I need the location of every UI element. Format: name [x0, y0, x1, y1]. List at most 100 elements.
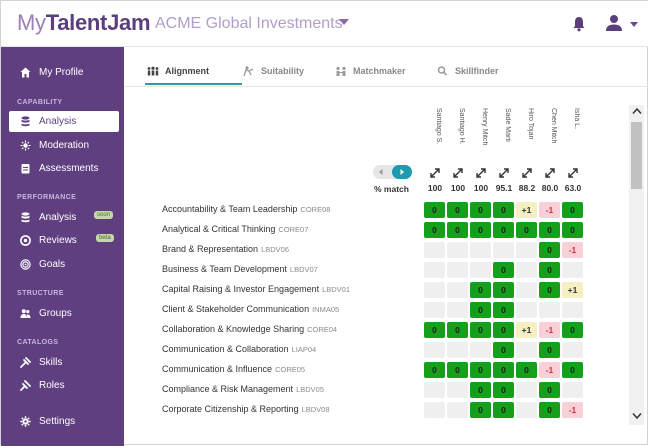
column-name[interactable]: Henry Mitch [481, 108, 488, 146]
sidebar-item-reviews[interactable]: Reviews beta [9, 230, 119, 251]
matrix-cell[interactable] [516, 382, 537, 398]
matrix-cell[interactable] [447, 302, 468, 318]
matrix-cell[interactable] [562, 342, 583, 358]
matrix-cell[interactable] [447, 262, 468, 278]
matrix-cell[interactable] [470, 262, 491, 278]
matrix-cell[interactable]: 0 [539, 222, 560, 238]
matrix-cell[interactable] [493, 242, 514, 258]
scroll-up-icon[interactable] [632, 107, 642, 115]
matrix-cell[interactable]: 0 [539, 262, 560, 278]
sidebar-item-goals[interactable]: Goals [9, 254, 119, 275]
matrix-cell[interactable]: +1 [562, 282, 583, 298]
sidebar-item-analysis[interactable]: Analysis [9, 111, 119, 132]
matrix-cell[interactable] [424, 302, 445, 318]
matrix-cell[interactable]: 0 [470, 222, 491, 238]
matrix-cell[interactable]: -1 [539, 322, 560, 338]
sidebar-item-groups[interactable]: Groups [9, 303, 119, 324]
sidebar-item-skills[interactable]: Skills [9, 352, 119, 373]
chevron-right-button[interactable] [392, 165, 412, 179]
matrix-cell[interactable]: -1 [539, 362, 560, 378]
matrix-cell[interactable]: 0 [447, 222, 468, 238]
expand-icon[interactable] [476, 168, 486, 178]
chevron-down-icon[interactable] [339, 19, 349, 25]
matrix-cell[interactable] [562, 302, 583, 318]
matrix-cell[interactable]: 0 [493, 402, 514, 418]
expand-icon[interactable] [430, 168, 440, 178]
matrix-cell[interactable]: 0 [539, 402, 560, 418]
expand-icon[interactable] [522, 168, 532, 178]
skill-row-label[interactable]: Communication & Collaboration LIAP04 [162, 344, 417, 354]
matrix-cell[interactable] [447, 402, 468, 418]
bell-icon[interactable] [572, 16, 586, 32]
matrix-cell[interactable] [470, 342, 491, 358]
matrix-cell[interactable] [516, 262, 537, 278]
matrix-cell[interactable] [424, 382, 445, 398]
expand-icon[interactable] [499, 168, 509, 178]
skill-row-label[interactable]: Communication & Influence CORE05 [162, 364, 417, 374]
expand-icon[interactable] [568, 168, 578, 178]
matrix-cell[interactable] [424, 402, 445, 418]
matrix-cell[interactable]: +1 [516, 322, 537, 338]
expand-icon[interactable] [545, 168, 555, 178]
matrix-cell[interactable]: 0 [447, 362, 468, 378]
matrix-cell[interactable]: 0 [493, 262, 514, 278]
skill-row-label[interactable]: Corporate Citizenship & Reporting LBDV08 [162, 404, 417, 414]
sidebar-item-roles[interactable]: Roles [9, 375, 119, 396]
chevron-left-icon[interactable] [377, 168, 385, 176]
matrix-cell[interactable]: 0 [424, 222, 445, 238]
matrix-cell[interactable]: 0 [493, 282, 514, 298]
matrix-cell[interactable]: 0 [539, 282, 560, 298]
sidebar-item-performance-analysis[interactable]: Analysis soon [9, 207, 119, 228]
matrix-cell[interactable]: 0 [539, 382, 560, 398]
matrix-cell[interactable]: -1 [562, 242, 583, 258]
matrix-cell[interactable] [516, 302, 537, 318]
matrix-cell[interactable]: 0 [562, 202, 583, 218]
column-name[interactable]: Sade Marti [504, 108, 511, 142]
matrix-cell[interactable]: 0 [424, 202, 445, 218]
matrix-cell[interactable]: 0 [562, 222, 583, 238]
matrix-cell[interactable]: 0 [493, 342, 514, 358]
matrix-cell[interactable]: 0 [470, 322, 491, 338]
sidebar-item-moderation[interactable]: Moderation [9, 135, 119, 156]
matrix-cell[interactable]: +1 [516, 202, 537, 218]
matrix-cell[interactable]: 0 [539, 242, 560, 258]
skill-row-label[interactable]: Capital Raising & Investor Engagement LBD… [162, 284, 417, 294]
matrix-cell[interactable]: 0 [516, 362, 537, 378]
matrix-cell[interactable]: 0 [539, 342, 560, 358]
column-name[interactable]: Santiago H. [458, 108, 465, 145]
matrix-cell[interactable] [424, 342, 445, 358]
matrix-cell[interactable]: -1 [562, 402, 583, 418]
matrix-cell[interactable]: 0 [424, 362, 445, 378]
expand-icon[interactable] [453, 168, 463, 178]
skill-row-label[interactable]: Collaboration & Knowledge Sharing CORE04 [162, 324, 417, 334]
matrix-cell[interactable]: 0 [470, 382, 491, 398]
matrix-cell[interactable]: 0 [562, 322, 583, 338]
matrix-cell[interactable]: 0 [493, 362, 514, 378]
scrollbar-thumb[interactable] [631, 122, 642, 189]
matrix-cell[interactable]: 0 [493, 382, 514, 398]
org-selector[interactable]: ACME Global Investments [155, 15, 343, 32]
matrix-cell[interactable] [424, 262, 445, 278]
matrix-cell[interactable] [447, 282, 468, 298]
matrix-cell[interactable]: 0 [470, 282, 491, 298]
skill-row-label[interactable]: Analytical & Critical Thinking CORE07 [162, 224, 417, 234]
matrix-cell[interactable]: 0 [470, 402, 491, 418]
matrix-cell[interactable] [470, 242, 491, 258]
column-name[interactable]: Isha L. [573, 108, 580, 130]
scroll-down-icon[interactable] [632, 412, 642, 420]
sidebar-item-assessments[interactable]: Assessments [9, 158, 119, 179]
column-scroll-toggle[interactable] [373, 165, 412, 179]
skill-row-label[interactable]: Accountability & Team Leadership CORE08 [162, 204, 417, 214]
matrix-cell[interactable]: 0 [493, 222, 514, 238]
matrix-cell[interactable] [447, 342, 468, 358]
skill-row-label[interactable]: Brand & Representation LBDV06 [162, 244, 417, 254]
matrix-cell[interactable]: 0 [470, 362, 491, 378]
matrix-cell[interactable] [562, 382, 583, 398]
matrix-cell[interactable] [516, 242, 537, 258]
matrix-cell[interactable] [516, 342, 537, 358]
matrix-cell[interactable] [516, 282, 537, 298]
matrix-cell[interactable]: 0 [470, 202, 491, 218]
skill-row-label[interactable]: Business & Team Development LBDV07 [162, 264, 417, 274]
skill-row-label[interactable]: Compliance & Risk Management LBDV05 [162, 384, 417, 394]
matrix-cell[interactable] [516, 402, 537, 418]
